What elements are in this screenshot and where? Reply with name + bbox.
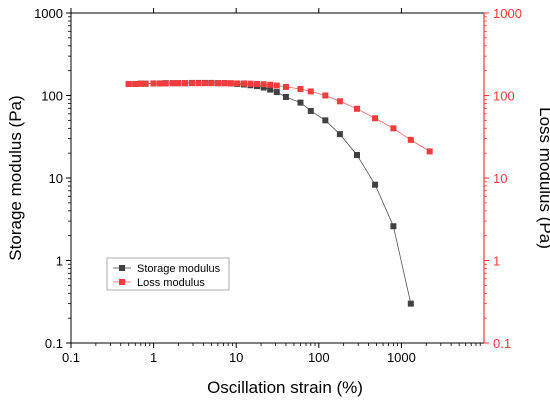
storage-modulus-point xyxy=(390,223,397,230)
x-axis-label: Oscillation strain (%) xyxy=(207,378,363,397)
loss-modulus-point xyxy=(214,80,221,87)
storage-modulus-point xyxy=(336,131,343,138)
loss-modulus-point xyxy=(188,80,195,87)
y-right-tick-label: 1000 xyxy=(493,6,522,21)
legend-label-storage: Storage modulus xyxy=(137,263,221,275)
loss-modulus-point xyxy=(297,85,304,92)
y-left-tick-label: 0.1 xyxy=(45,336,63,351)
y-left-tick-label: 10 xyxy=(49,171,63,186)
loss-modulus-point xyxy=(221,80,228,87)
loss-modulus-point xyxy=(267,81,274,88)
storage-modulus-point xyxy=(407,300,414,307)
loss-modulus-point xyxy=(282,83,289,90)
loss-modulus-point xyxy=(307,88,314,95)
loss-modulus-point xyxy=(426,148,433,155)
storage-modulus-point xyxy=(267,86,274,93)
loss-modulus-point xyxy=(353,105,360,112)
storage-modulus-point xyxy=(282,93,289,100)
loss-modulus-point xyxy=(273,82,280,89)
loss-modulus-point xyxy=(227,80,234,87)
storage-modulus-point xyxy=(372,181,379,188)
y-left-tick-label: 1000 xyxy=(34,6,63,21)
loss-modulus-point xyxy=(372,115,379,122)
loss-modulus-point xyxy=(132,80,139,87)
y-right-tick-label: 10 xyxy=(493,171,507,186)
loss-modulus-point xyxy=(322,92,329,99)
loss-modulus-point xyxy=(202,80,209,87)
loss-modulus-point xyxy=(125,80,132,87)
loss-modulus-point xyxy=(137,80,144,87)
loss-modulus-point xyxy=(182,80,189,87)
loss-modulus-point xyxy=(260,81,267,88)
legend-label-loss: Loss modulus xyxy=(137,277,205,289)
legend: Storage modulus Loss modulus xyxy=(106,257,230,291)
storage-modulus-point xyxy=(322,117,329,124)
loss-modulus-point xyxy=(162,80,169,87)
x-tick-label: 1 xyxy=(150,350,157,365)
loss-modulus-point xyxy=(150,80,157,87)
y-right-tick-label: 0.1 xyxy=(493,336,511,351)
storage-modulus-point xyxy=(353,152,360,159)
loss-modulus-point xyxy=(142,80,149,87)
loss-modulus-point xyxy=(169,80,176,87)
loss-modulus-point xyxy=(195,80,202,87)
legend-box xyxy=(106,257,230,291)
loss-modulus-point xyxy=(247,80,254,87)
loss-modulus-point xyxy=(234,80,241,87)
legend-marker-loss xyxy=(119,279,125,285)
y-left-tick-label: 100 xyxy=(41,89,63,104)
x-tick-label: 10 xyxy=(229,350,243,365)
y-axis-label-left: Storage modulus (Pa) xyxy=(6,95,25,260)
series-layer xyxy=(125,79,433,307)
loss-modulus-point xyxy=(336,98,343,105)
loss-modulus-point xyxy=(390,125,397,132)
loss-modulus-point xyxy=(175,80,182,87)
y-left-tick-label: 1 xyxy=(56,254,63,269)
loss-modulus-point xyxy=(157,80,164,87)
x-tick-label: 100 xyxy=(308,350,330,365)
x-tick-label: 0.1 xyxy=(62,350,80,365)
legend-marker-storage xyxy=(119,265,125,271)
loss-modulus-point xyxy=(254,80,261,87)
storage-modulus-point xyxy=(260,84,267,91)
storage-modulus-point xyxy=(307,107,314,114)
loss-modulus-point xyxy=(240,80,247,87)
loss-modulus-point xyxy=(208,80,215,87)
y-axis-label-right: Loss modulus (Pa) xyxy=(536,107,550,249)
x-tick-label: 1000 xyxy=(387,350,416,365)
loss-modulus-point xyxy=(407,136,414,143)
storage-modulus-point xyxy=(273,89,280,96)
storage-modulus-point xyxy=(297,99,304,106)
y-right-tick-label: 100 xyxy=(493,89,515,104)
y-right-tick-label: 1 xyxy=(493,254,500,269)
